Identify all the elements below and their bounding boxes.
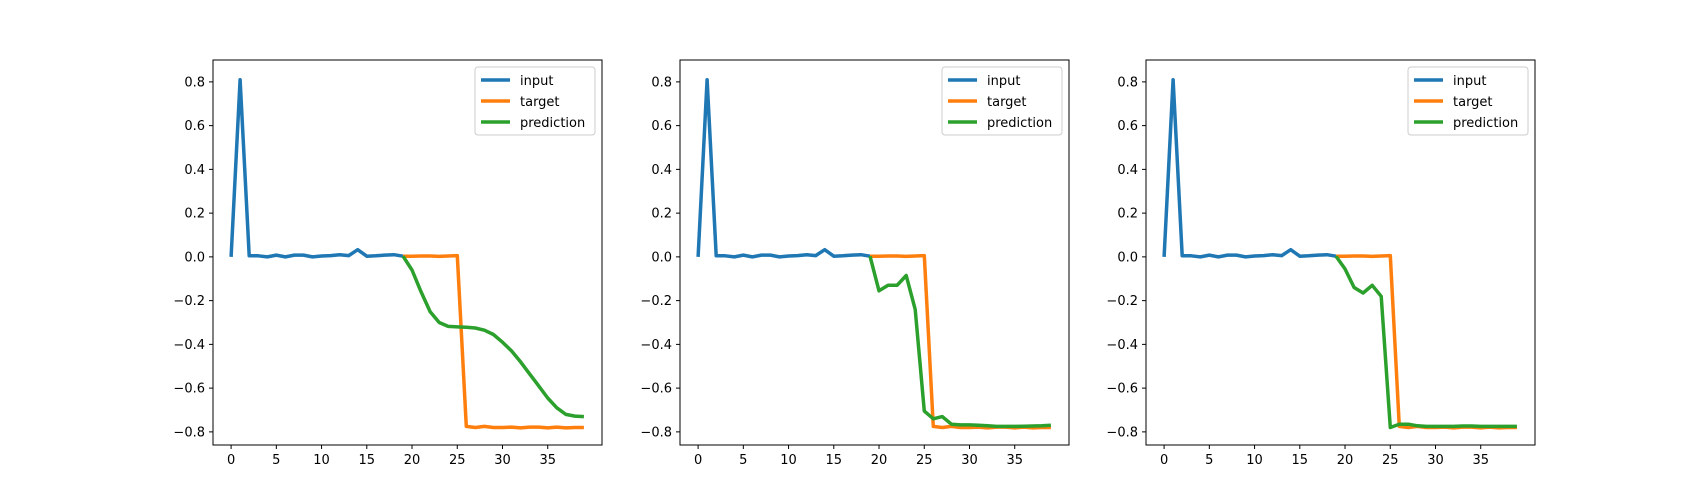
y-tick-label: −0.2 [173,294,205,309]
y-tick-label: 0.2 [184,207,205,222]
axes-frame [679,59,1070,446]
x-tick-label: 35 [1006,453,1023,468]
x-tick-label: 15 [1292,453,1309,468]
y-tick-label: 0.6 [184,119,205,134]
x-tick-label: 5 [272,453,280,468]
y-tick-label: −0.6 [1106,382,1138,397]
x-tick-label: 25 [1382,453,1399,468]
y-tick-label: −0.8 [640,425,672,440]
x-tick-label: 0 [1160,453,1168,468]
x-tick-label: 35 [539,453,556,468]
y-tick-label: 0.0 [651,250,672,265]
y-tick-label: 0.6 [651,119,672,134]
x-tick-label: 0 [227,453,235,468]
x-tick-label: 10 [780,453,797,468]
y-tick-label: 0.2 [1117,207,1138,222]
y-tick-label: −0.6 [640,382,672,397]
y-tick-label: −0.6 [173,382,205,397]
x-tick-label: 20 [404,453,421,468]
subplot-1: 0 5 10 15 20 25 30 35 0.8 0.6 0.4 0.2 0.0 −0.2 −0.4 −0.… [173,59,603,468]
y-tick-label: −0.8 [173,425,205,440]
series-line-prediction [1334,255,1517,430]
series-line-input [696,77,871,259]
y-tick-label: −0.4 [640,338,672,353]
series-line-prediction [401,255,584,419]
legend: input target prediction [941,66,1063,136]
subplot-2: 0 5 10 15 20 25 30 35 0.8 0.6 0.4 0.2 0.0 −0.2 −0.4 −0.… [640,59,1070,468]
y-tick-label: 0.8 [1117,75,1138,90]
x-tick-label: 20 [1337,453,1354,468]
legend-label-prediction: prediction [987,116,1052,131]
y-tick-label: 0.2 [651,207,672,222]
x-tick-label: 25 [916,453,933,468]
series-line-prediction [868,255,1051,429]
x-tick-label: 20 [871,453,888,468]
series-line-input [229,77,404,259]
x-tick-label: 30 [1427,453,1444,468]
y-tick-label: 0.8 [651,75,672,90]
legend-label-input: input [520,74,553,89]
x-tick-label: 35 [1472,453,1489,468]
x-tick-label: 25 [449,453,466,468]
x-tick-label: 5 [739,453,747,468]
y-tick-label: −0.8 [1106,425,1138,440]
legend-box [941,66,1063,136]
y-tick-label: −0.2 [640,294,672,309]
legend-label-prediction: prediction [1453,116,1518,131]
x-tick-label: 10 [313,453,330,468]
legend-label-input: input [1453,74,1486,89]
x-tick-label: 10 [1246,453,1263,468]
x-tick-label: 0 [694,453,702,468]
y-tick-label: 0.8 [184,75,205,90]
legend: input target prediction [1407,66,1529,136]
y-tick-label: 0.0 [184,250,205,265]
legend-label-target: target [520,95,560,110]
legend-label-prediction: prediction [520,116,585,131]
series-line-input [1162,77,1337,259]
y-tick-label: 0.4 [651,163,672,178]
legend: input target prediction [474,66,596,136]
axes-frame [1145,59,1536,446]
y-tick-label: 0.4 [184,163,205,178]
x-tick-label: 15 [826,453,843,468]
legend-box [1407,66,1529,136]
series-line-target [403,253,584,430]
x-tick-label: 30 [961,453,978,468]
x-tick-label: 5 [1205,453,1213,468]
x-tick-label: 15 [359,453,376,468]
legend-label-target: target [987,95,1027,110]
y-tick-label: 0.0 [1117,250,1138,265]
y-tick-label: −0.4 [173,338,205,353]
legend-label-input: input [987,74,1020,89]
legend-label-target: target [1453,95,1493,110]
legend-box [474,66,596,136]
y-tick-label: −0.2 [1106,294,1138,309]
axes-frame [212,59,603,446]
y-tick-label: 0.4 [1117,163,1138,178]
y-tick-label: −0.4 [1106,338,1138,353]
y-tick-label: 0.6 [1117,119,1138,134]
subplot-3: 0 5 10 15 20 25 30 35 0.8 0.6 0.4 0.2 0.0 −0.2 −0.4 −0.… [1106,59,1536,468]
x-tick-label: 30 [494,453,511,468]
